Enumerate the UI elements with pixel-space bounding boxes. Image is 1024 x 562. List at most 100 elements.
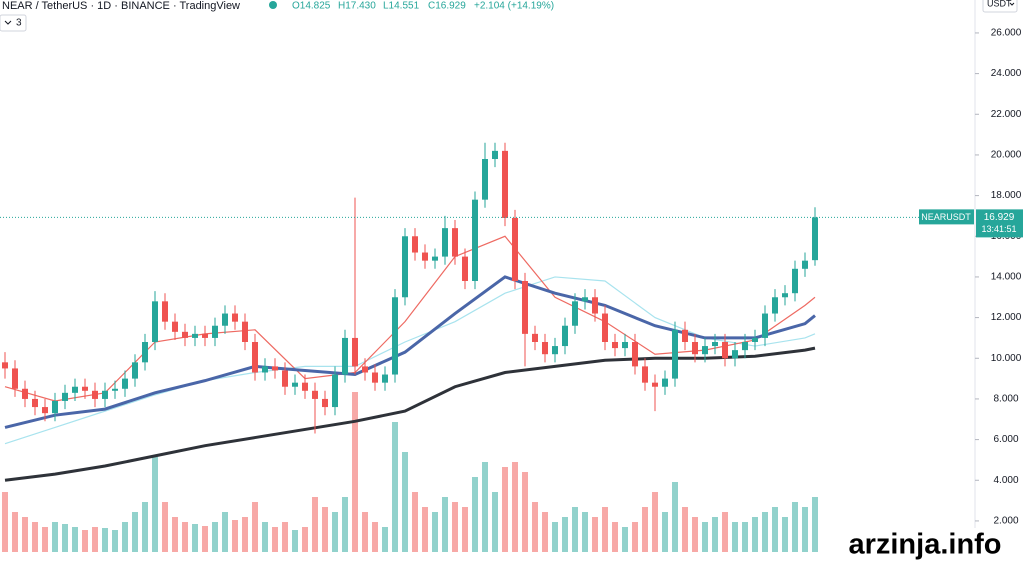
- candle-body: [312, 390, 318, 399]
- moving-average: [4, 275, 816, 429]
- y-tick-label: 6.000: [993, 434, 1018, 445]
- chevron: [1009, 2, 1015, 6]
- volume-bar: [192, 524, 198, 552]
- candle-body: [342, 337, 348, 375]
- volume-bar: [222, 512, 228, 552]
- candle-body: [502, 150, 508, 218]
- candle-body: [472, 199, 478, 281]
- currency-label: USDT: [987, 0, 1012, 8]
- volume-bar: [142, 502, 148, 552]
- volume-bar: [482, 462, 488, 552]
- volume-bar: [732, 522, 738, 552]
- volume-bar: [772, 507, 778, 552]
- volume-bar: [362, 512, 368, 552]
- volume-bar: [652, 492, 658, 552]
- volume-bar: [202, 526, 208, 552]
- candle-body: [122, 378, 128, 389]
- volume-bar: [692, 517, 698, 552]
- candle-body: [152, 301, 158, 342]
- volume-bar: [462, 507, 468, 552]
- volume-bar: [412, 492, 418, 552]
- candle-body: [202, 333, 208, 338]
- candle-body: [402, 236, 408, 298]
- candle-body: [392, 297, 398, 375]
- candle-body: [182, 331, 188, 338]
- candle-body: [442, 228, 448, 257]
- moving-average: [4, 235, 816, 402]
- candle-body: [32, 398, 38, 408]
- volume-bar: [392, 422, 398, 552]
- candle-body: [572, 301, 578, 326]
- y-tick-label: 18.000: [991, 190, 1022, 201]
- candle-body: [292, 382, 298, 387]
- volume-bar: [402, 452, 408, 552]
- volume-bar: [382, 527, 388, 552]
- symbol-title: NEAR / TetherUS · 1D · BINANCE · Trading…: [2, 0, 240, 12]
- watermark-box: [826, 528, 1024, 562]
- candle-body: [562, 325, 568, 347]
- candle-body: [662, 378, 668, 387]
- volume-bar: [32, 522, 38, 552]
- candle-body: [362, 366, 368, 373]
- volume-bar: [2, 492, 8, 552]
- candle-body: [422, 252, 428, 261]
- close-value: C16.929: [428, 1, 466, 12]
- symbol-tag-label: NEARUSDT: [921, 212, 971, 222]
- candle-body: [642, 366, 648, 383]
- volume-bar: [602, 507, 608, 552]
- volume-bar: [492, 492, 498, 552]
- candle-body: [552, 346, 558, 355]
- price-tag: [976, 209, 1023, 238]
- candle-body: [102, 390, 108, 399]
- price-axis: 2.000 4.000 6.000 8.000 10.000 12.000 14.000 16…: [975, 28, 1022, 527]
- candle-body: [452, 228, 458, 257]
- candle-body: [42, 407, 48, 414]
- candle-body: [692, 341, 698, 355]
- volume-bar: [572, 507, 578, 552]
- moving-average: [4, 276, 816, 445]
- candle-body: [492, 150, 498, 160]
- volume-bar: [592, 517, 598, 552]
- candle-body: [112, 388, 118, 391]
- candle-body: [52, 400, 58, 414]
- candle-body: [672, 329, 678, 379]
- volume-bar: [582, 512, 588, 552]
- currency-select[interactable]: [982, 0, 1018, 13]
- candle-body: [252, 341, 258, 373]
- volume-bar: [472, 477, 478, 552]
- indicators-toggle[interactable]: [0, 14, 27, 32]
- candle-body: [352, 337, 358, 367]
- volume-bar: [642, 507, 648, 552]
- volume-bar: [292, 530, 298, 552]
- volume-bar: [182, 522, 188, 552]
- volume-bar: [522, 472, 528, 552]
- candle-body: [172, 321, 178, 332]
- volume-bar: [622, 527, 628, 552]
- chevron: [4, 20, 12, 25]
- volume-bar: [502, 467, 508, 552]
- candle-body: [62, 392, 68, 401]
- candle-body: [482, 159, 488, 200]
- volume-bar: [432, 512, 438, 552]
- candle-body: [372, 372, 378, 383]
- volume-bar: [212, 522, 218, 552]
- volume-bar: [122, 522, 128, 552]
- indicators-count: 3: [16, 18, 22, 29]
- candle-layer: [2, 142, 818, 434]
- candle-body: [262, 366, 268, 373]
- volume-bar: [662, 512, 668, 552]
- y-tick-label: 2.000: [993, 516, 1018, 527]
- y-tick-label: 4.000: [993, 475, 1018, 486]
- volume-bar: [532, 502, 538, 552]
- candle-body: [792, 268, 798, 294]
- candle-body: [682, 329, 688, 342]
- candle-body: [462, 256, 468, 281]
- candle-body: [592, 297, 598, 314]
- volume-bar: [672, 482, 678, 552]
- y-tick-label: 22.000: [991, 109, 1022, 120]
- candle-body: [72, 386, 78, 393]
- volume-bar: [92, 527, 98, 552]
- price-tag-value: 16.929: [984, 212, 1015, 223]
